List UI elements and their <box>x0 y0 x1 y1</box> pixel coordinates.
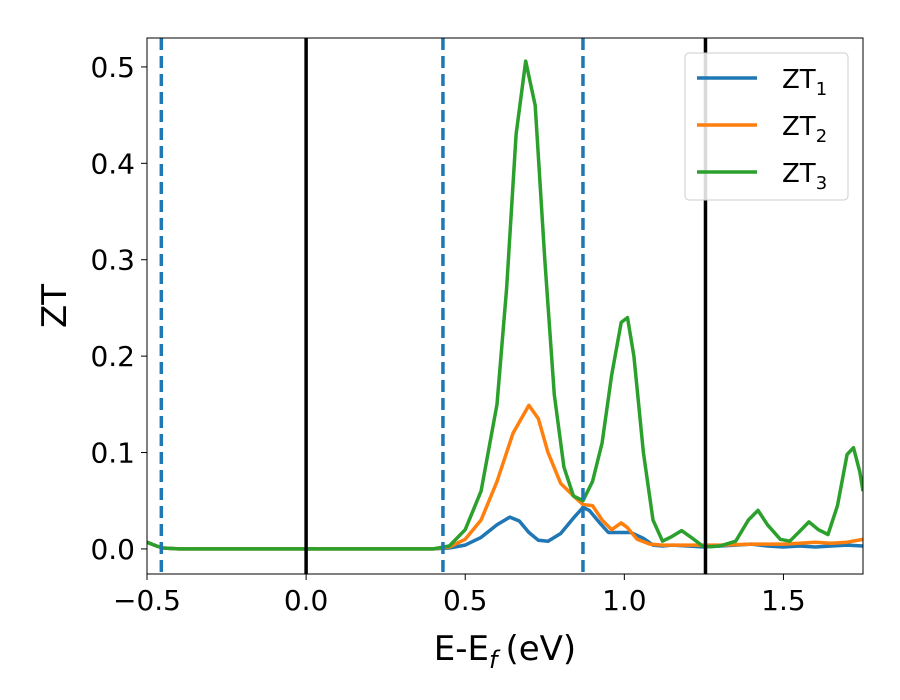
x-axis: −0.5 0.0 0.5 1.0 1.5 <box>113 574 806 617</box>
x-tick-label: 0.5 <box>443 584 488 617</box>
x-tick-label: 0.0 <box>284 584 329 617</box>
y-axis: 0.0 0.1 0.2 0.3 0.4 0.5 <box>90 51 147 566</box>
legend-box <box>684 52 849 201</box>
y-tick-label: 0.0 <box>90 533 135 566</box>
legend: ZT1 ZT2 ZT3 <box>684 52 849 201</box>
x-axis-label-subscript: f <box>489 646 501 674</box>
legend-label-zt1: ZT1 <box>782 65 827 100</box>
y-tick-label: 0.3 <box>90 244 135 277</box>
y-tick-label: 0.2 <box>90 340 135 373</box>
legend-label-zt2: ZT2 <box>782 112 827 147</box>
legend-label-zt3: ZT3 <box>782 159 827 194</box>
plot-frame <box>146 37 864 575</box>
y-tick-label: 0.1 <box>90 437 135 470</box>
reference-lines <box>159 38 708 574</box>
y-axis-label: ZT <box>35 284 75 328</box>
x-tick-label: 1.0 <box>602 584 647 617</box>
x-axis-label: E-Ef (eV) <box>434 629 576 674</box>
x-tick-label: 1.5 <box>761 584 806 617</box>
y-tick-label: 0.4 <box>90 147 135 180</box>
series-line-zt2 <box>147 403 863 551</box>
x-axis-unit: (eV) <box>505 629 576 669</box>
x-tick-label: −0.5 <box>113 584 181 617</box>
y-tick-label: 0.5 <box>90 51 135 84</box>
series-line-zt3 <box>147 59 863 551</box>
